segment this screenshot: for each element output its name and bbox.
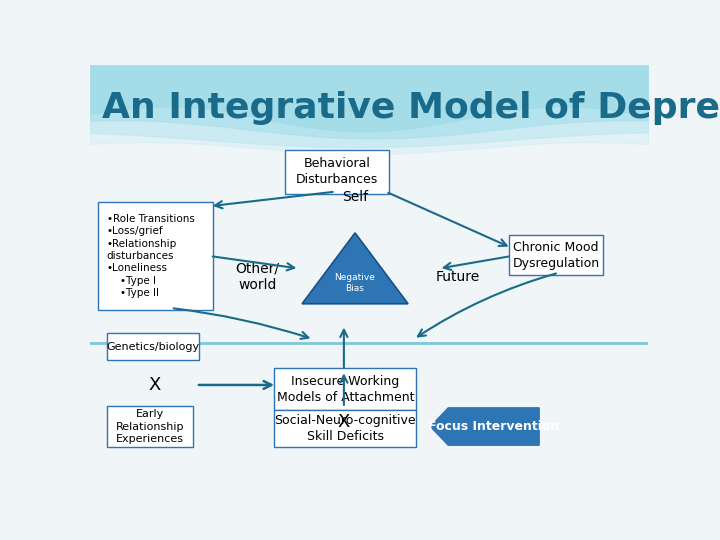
FancyBboxPatch shape: [274, 410, 416, 447]
Text: Behavioral
Disturbances: Behavioral Disturbances: [296, 157, 378, 186]
FancyBboxPatch shape: [285, 150, 389, 194]
Text: Other/
world: Other/ world: [235, 262, 280, 292]
FancyBboxPatch shape: [274, 368, 416, 410]
Text: Chronic Mood
Dysregulation: Chronic Mood Dysregulation: [513, 240, 600, 269]
Text: Genetics/biology: Genetics/biology: [107, 341, 199, 352]
FancyBboxPatch shape: [107, 333, 199, 360]
Polygon shape: [302, 233, 408, 304]
Text: Negative
Bias: Negative Bias: [335, 273, 376, 293]
Polygon shape: [431, 408, 539, 445]
Text: Early
Relationship
Experiences: Early Relationship Experiences: [116, 409, 184, 444]
Text: •Role Transitions
•Loss/grief
•Relationship
disturbances
•Loneliness
    •Type I: •Role Transitions •Loss/grief •Relations…: [107, 214, 194, 298]
Text: Insecure Working
Models of Attachment: Insecure Working Models of Attachment: [276, 375, 414, 403]
Text: Future: Future: [436, 270, 480, 284]
Text: X: X: [148, 376, 161, 394]
Text: Self: Self: [342, 190, 368, 204]
Text: X: X: [338, 413, 350, 430]
Text: An Integrative Model of Depression: An Integrative Model of Depression: [102, 91, 720, 125]
FancyBboxPatch shape: [508, 235, 603, 275]
Text: Focus Intervention: Focus Intervention: [428, 420, 559, 433]
FancyBboxPatch shape: [107, 406, 193, 447]
Text: Social-Neuro-cognitive
Skill Deficits: Social-Neuro-cognitive Skill Deficits: [274, 414, 416, 443]
FancyBboxPatch shape: [99, 202, 213, 310]
